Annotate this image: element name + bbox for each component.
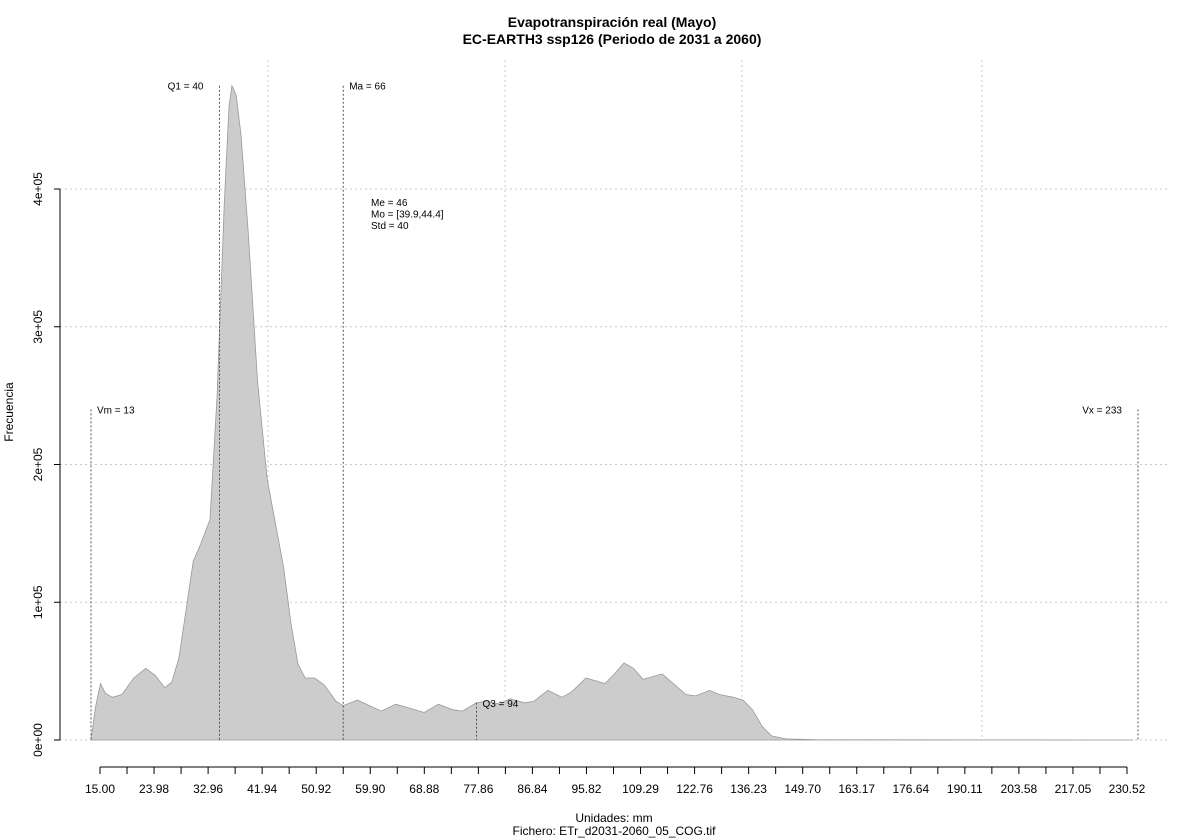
- x-tick-label: 190.11: [947, 782, 983, 796]
- x-tick-label: 86.84: [517, 782, 547, 796]
- x-tick-label: 95.82: [571, 782, 601, 796]
- y-tick-label: 3e+05: [31, 310, 45, 344]
- x-axis: 15.00 23.98 32.96 41.94 50.92 59.90 68.88 77.86…: [85, 766, 1146, 796]
- x-tick-label: 41.94: [247, 782, 277, 796]
- file-footer: Fichero: ETr_d2031-2060_05_COG.tif: [513, 824, 717, 838]
- y-tick-label: 1e+05: [31, 585, 45, 619]
- x-tick-label: 122.76: [676, 782, 713, 796]
- x-tick-label: 163.17: [838, 782, 875, 796]
- chart-title: Evapotranspiración real (Mayo): [508, 14, 717, 30]
- marker-label-q3: Q3 = 94: [482, 699, 518, 710]
- stats-line: Mo = [39.9,44.4]: [371, 210, 444, 221]
- y-tick-label: 2e+05: [31, 447, 45, 481]
- marker-label-vm: Vm = 13: [97, 405, 135, 416]
- stats-line: Std = 40: [371, 221, 409, 232]
- x-tick-label: 109.29: [622, 782, 659, 796]
- marker-label-ma: Ma = 66: [349, 82, 386, 93]
- x-tick-label: 23.98: [139, 782, 169, 796]
- x-tick-label: 203.58: [1001, 782, 1038, 796]
- marker-label-q1: Q1 = 40: [168, 82, 204, 93]
- density-curve: [90, 84, 1134, 741]
- x-tick-label: 32.96: [193, 782, 223, 796]
- statistic-markers: Vm = 13 Q1 = 40 Ma = 66 Q3 = 94 Vx = 233: [90, 82, 1139, 740]
- y-axis-title: Frecuencia: [2, 382, 16, 442]
- stats-line: Me = 46: [371, 198, 408, 209]
- y-tick-label: 0e+00: [31, 723, 45, 757]
- x-tick-label: 77.86: [463, 782, 493, 796]
- y-tick-label: 4e+05: [31, 172, 45, 206]
- x-tick-label: 176.64: [892, 782, 929, 796]
- density-area: [90, 84, 1134, 741]
- x-tick-label: 230.52: [1109, 782, 1146, 796]
- x-tick-label: 149.70: [784, 782, 821, 796]
- x-tick-label: 68.88: [409, 782, 439, 796]
- x-tick-label: 136.23: [730, 782, 767, 796]
- x-axis-title: Unidades: mm: [575, 811, 652, 825]
- x-tick-label: 217.05: [1055, 782, 1092, 796]
- chart-subtitle: EC-EARTH3 ssp126 (Periodo de 2031 a 2060…: [463, 31, 762, 47]
- marker-label-vx: Vx = 233: [1082, 405, 1122, 416]
- x-tick-label: 15.00: [85, 782, 115, 796]
- y-axis: 0e+00 1e+05 2e+05 3e+05 4e+05: [31, 172, 61, 757]
- x-tick-label: 50.92: [301, 782, 331, 796]
- x-tick-label: 59.90: [355, 782, 385, 796]
